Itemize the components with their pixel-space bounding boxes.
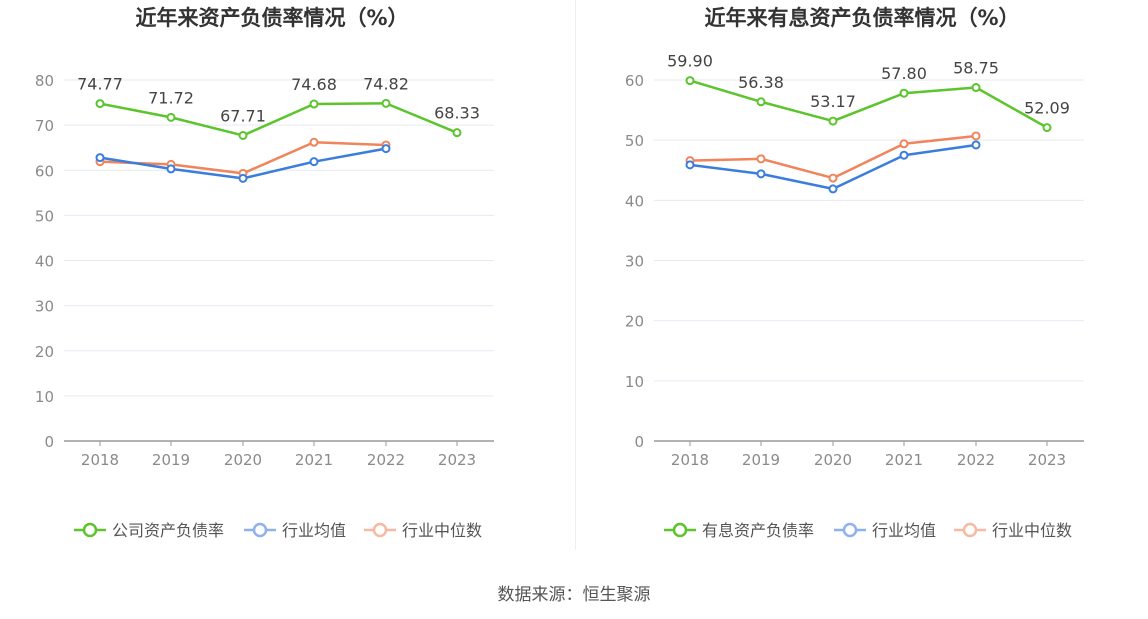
data-label: 71.72 <box>148 88 194 107</box>
x-tick-label: 2018 <box>671 451 709 469</box>
y-tick-label: 40 <box>625 192 644 210</box>
legend-item-industry-avg[interactable]: 行业均值 <box>244 521 346 540</box>
x-tick-label: 2019 <box>742 451 780 469</box>
legend-label: 行业均值 <box>872 521 936 540</box>
data-point-industry-median <box>971 131 981 141</box>
x-tick-label: 2020 <box>814 451 852 469</box>
legend-marker-icon <box>372 522 388 538</box>
y-tick-label: 0 <box>44 433 54 451</box>
legend-item-industry-avg[interactable]: 行业均值 <box>834 521 936 540</box>
legend-label: 有息资产负债率 <box>702 521 814 540</box>
data-label: 57.80 <box>881 64 927 83</box>
legend-item-industry-median[interactable]: 行业中位数 <box>954 521 1072 540</box>
data-point-industry-avg <box>95 153 105 163</box>
y-tick-label: 60 <box>625 72 644 90</box>
x-tick-label: 2022 <box>367 451 405 469</box>
data-point-company <box>452 128 462 138</box>
legend-marker-icon <box>82 522 98 538</box>
y-tick-label: 80 <box>35 72 54 90</box>
data-point-industry-avg <box>971 140 981 150</box>
data-point-industry-avg <box>166 164 176 174</box>
data-point-company <box>899 88 909 98</box>
data-label: 56.38 <box>738 73 784 92</box>
y-tick-label: 20 <box>35 343 54 361</box>
legend-marker-icon <box>962 522 978 538</box>
y-tick-label: 20 <box>625 313 644 331</box>
y-tick-label: 60 <box>35 162 54 180</box>
data-label: 74.82 <box>363 74 409 93</box>
legend-label: 公司资产负债率 <box>112 521 224 540</box>
data-point-industry-avg <box>828 184 838 194</box>
data-point-industry-avg <box>238 173 248 183</box>
data-point-company <box>381 98 391 108</box>
y-tick-label: 50 <box>625 132 644 150</box>
data-label: 59.90 <box>667 52 713 71</box>
x-tick-label: 2023 <box>438 451 476 469</box>
data-point-company <box>309 99 319 109</box>
data-point-industry-median <box>756 154 766 164</box>
data-point-company <box>238 130 248 140</box>
data-point-industry-avg <box>899 150 909 160</box>
chart-title: 近年来有息资产负债率情况（%） <box>704 6 1019 30</box>
data-point-company <box>756 97 766 107</box>
data-point-company <box>828 116 838 126</box>
x-tick-label: 2022 <box>957 451 995 469</box>
series-line-industry-median <box>689 134 977 180</box>
data-point-industry-median <box>899 139 909 149</box>
y-tick-label: 10 <box>35 388 54 406</box>
legend-label: 行业中位数 <box>402 521 482 540</box>
legend-label: 行业均值 <box>282 521 346 540</box>
data-label: 58.75 <box>953 59 999 78</box>
data-label: 53.17 <box>810 92 856 111</box>
data-label: 68.33 <box>434 104 480 123</box>
data-point-company <box>95 99 105 109</box>
data-point-industry-avg <box>685 160 695 170</box>
x-tick-label: 2018 <box>81 451 119 469</box>
y-tick-label: 30 <box>625 253 644 271</box>
y-tick-label: 10 <box>625 373 644 391</box>
x-tick-label: 2021 <box>295 451 333 469</box>
chart-left: 近年来资产负债率情况（%） 0 10 20 30 40 50 60 70 80 2018 2019 20… <box>35 6 494 540</box>
data-label: 67.71 <box>220 106 266 125</box>
legend-marker-icon <box>842 522 858 538</box>
data-label: 74.68 <box>291 75 337 94</box>
data-label: 52.09 <box>1024 99 1070 118</box>
data-point-company <box>166 112 176 122</box>
legend-label: 行业中位数 <box>992 521 1072 540</box>
data-point-industry-avg <box>756 169 766 179</box>
series-line-industry-median <box>99 141 387 175</box>
data-source-label: 数据来源：恒生聚源 <box>497 585 651 605</box>
legend-item-company[interactable]: 公司资产负债率 <box>74 521 224 540</box>
y-tick-label: 40 <box>35 253 54 271</box>
data-label: 74.77 <box>77 75 123 94</box>
data-point-industry-median <box>828 173 838 183</box>
data-point-company <box>685 76 695 86</box>
chart-title: 近年来资产负债率情况（%） <box>135 6 408 30</box>
y-tick-label: 50 <box>35 207 54 225</box>
data-point-company <box>1042 123 1052 133</box>
legend-marker-icon <box>672 522 688 538</box>
x-tick-label: 2020 <box>224 451 262 469</box>
data-point-industry-avg <box>309 157 319 167</box>
x-tick-label: 2019 <box>152 451 190 469</box>
legend-item-industry-median[interactable]: 行业中位数 <box>364 521 482 540</box>
x-tick-label: 2023 <box>1028 451 1066 469</box>
x-tick-label: 2021 <box>885 451 923 469</box>
chart-right: 近年来有息资产负债率情况（%） 0 10 20 30 40 50 60 2018 2019 2020… <box>625 6 1084 540</box>
legend-marker-icon <box>252 522 268 538</box>
series-line-company <box>689 79 1048 129</box>
y-tick-label: 30 <box>35 298 54 316</box>
data-point-industry-avg <box>381 144 391 154</box>
chart-panel-left: 近年来资产负债率情况（%） 0 10 20 30 40 50 60 70 80 2018 2019 20… <box>0 0 574 560</box>
data-point-industry-median <box>309 137 319 147</box>
y-tick-label: 70 <box>35 117 54 135</box>
series-line-company <box>99 102 458 137</box>
data-point-company <box>971 83 981 93</box>
legend-item-company[interactable]: 有息资产负债率 <box>664 521 814 540</box>
panel-divider <box>575 0 576 550</box>
y-tick-label: 0 <box>634 433 644 451</box>
chart-panel-right: 近年来有息资产负债率情况（%） 0 10 20 30 40 50 60 2018 2019 2020… <box>574 0 1148 560</box>
